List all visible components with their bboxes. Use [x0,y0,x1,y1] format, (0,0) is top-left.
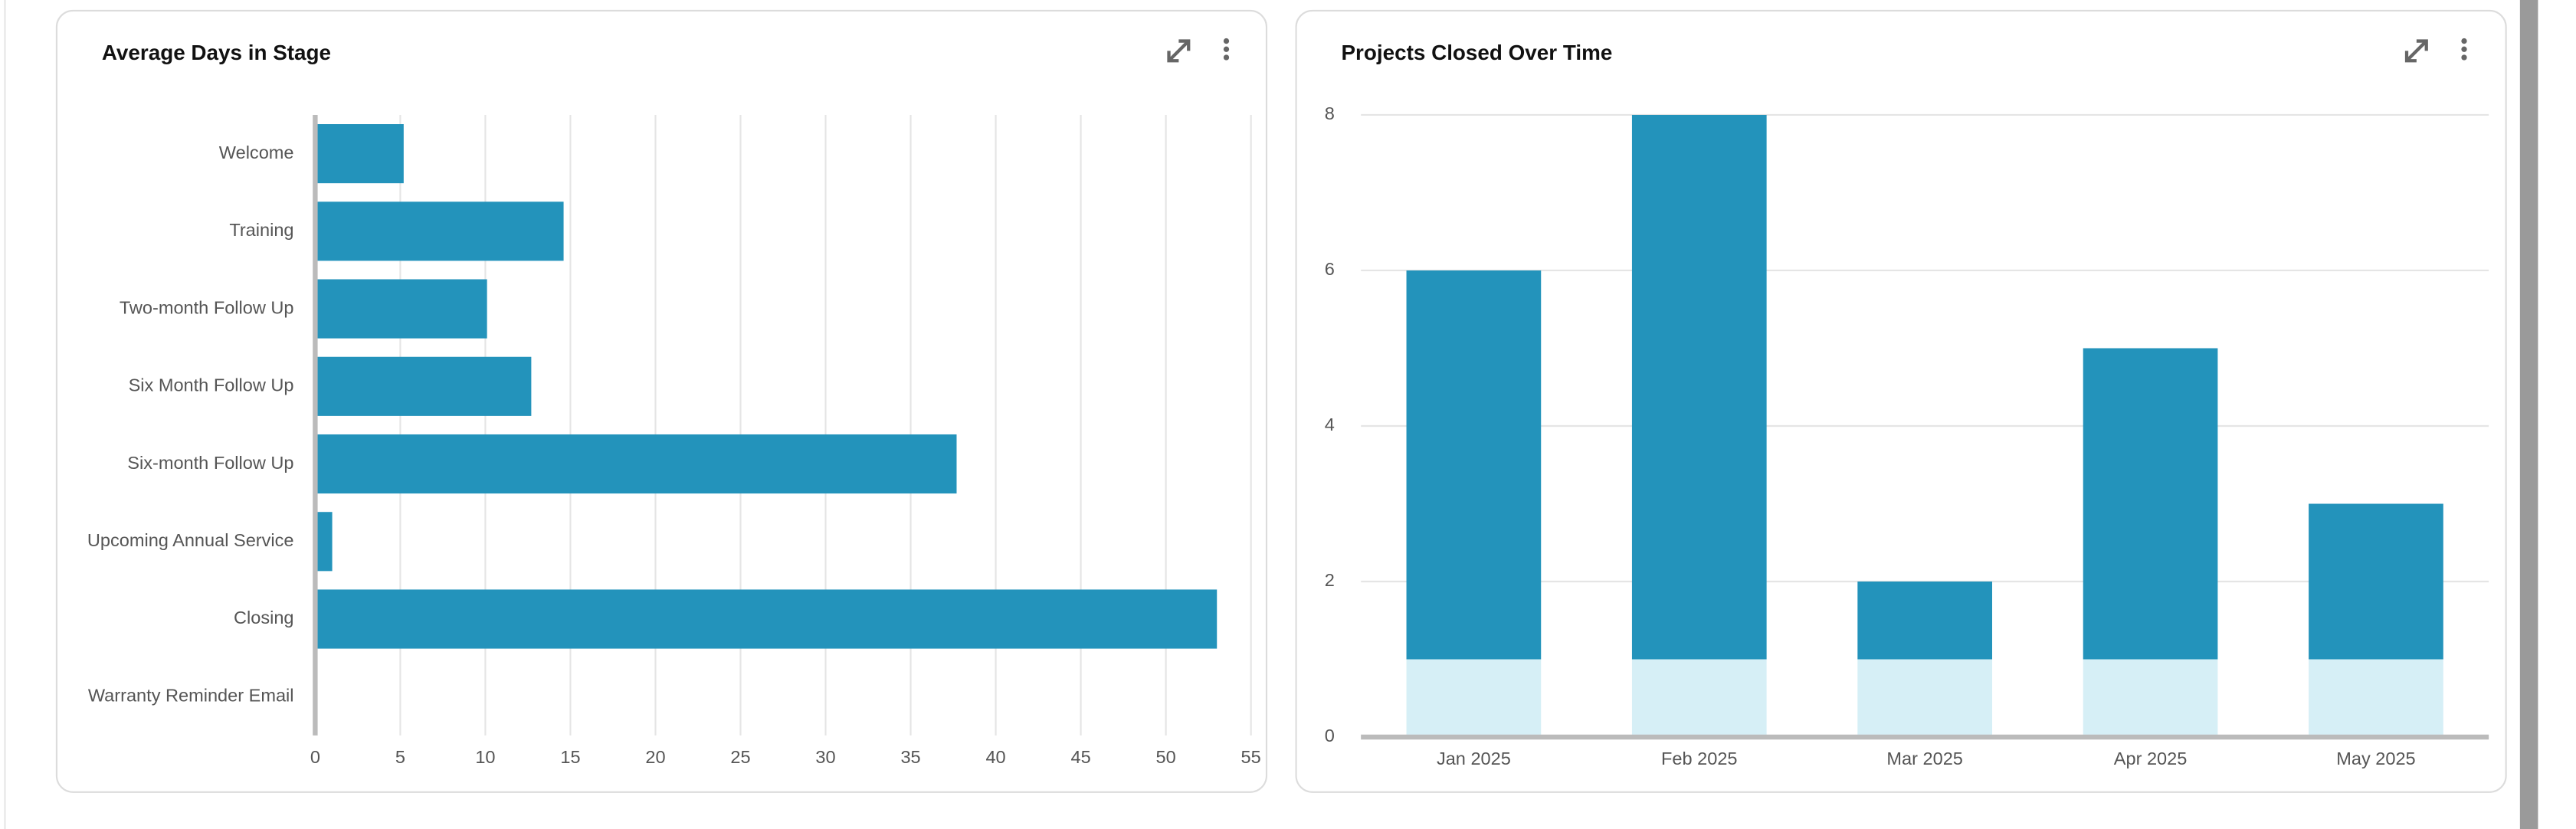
panel-title: Average Days in Stage [102,41,331,64]
x-tick-label: 15 [560,747,580,767]
bar-segment [2309,659,2443,738]
x-tick-label: Mar 2025 [1886,749,1962,768]
y-tick-label: Closing [234,608,294,627]
x-tick-label: 20 [645,747,665,767]
bar-segment [1857,582,1993,660]
x-tick-label: May 2025 [2336,749,2415,768]
bar [315,434,957,494]
y-tick-label: Welcome [219,143,294,162]
bar-segment [2083,659,2218,738]
x-tick-label: 0 [310,747,320,767]
bar-segment [1631,659,1767,738]
bar-segment [1857,659,1993,738]
bar [315,356,532,416]
expand-icon[interactable] [2404,39,2428,63]
panel [55,9,1268,793]
y-tick-label: Upcoming Annual Service [87,530,294,550]
x-tick-label: Apr 2025 [2114,749,2188,768]
bar [315,124,404,184]
expand-icon[interactable] [1167,39,1191,63]
y-tick-label: Training [229,220,293,240]
menu-icon[interactable] [1223,38,1230,61]
bar-segment [1406,270,1542,660]
x-tick-label: 55 [1241,747,1261,767]
y-tick-label: Two-month Follow Up [120,297,294,317]
y-tick-label: Six-month Follow Up [127,453,293,473]
x-tick-label: 45 [1070,747,1090,767]
bar [315,512,333,572]
y-tick-label: 2 [1325,570,1335,590]
bar-segment [1406,659,1542,738]
bar-segment [1631,114,1767,660]
x-tick-label: Jan 2025 [1437,749,1511,768]
y-tick-label: 0 [1325,726,1335,745]
bar-segment [2083,348,2218,660]
y-tick-label: 8 [1325,103,1335,123]
y-tick-label: 4 [1325,414,1335,434]
y-tick-label: 6 [1325,259,1335,279]
y-tick-label: Warranty Reminder Email [88,685,294,705]
x-tick-label: 30 [815,747,835,767]
bar [315,589,1218,649]
bar [315,279,487,339]
bar-segment [2309,503,2443,660]
x-tick-label: Feb 2025 [1661,749,1738,768]
menu-icon[interactable] [2461,38,2467,61]
x-tick-label: 50 [1156,747,1176,767]
y-tick-label: Six Month Follow Up [129,375,294,395]
bar [315,202,564,261]
x-tick-label: 25 [730,747,750,767]
x-tick-label: 35 [900,747,920,767]
scrollbar[interactable] [2519,0,2538,829]
x-tick-label: 5 [395,747,405,767]
x-tick-label: 40 [985,747,1005,767]
x-tick-label: 10 [475,747,495,767]
panel-title: Projects Closed Over Time [1341,41,1612,64]
